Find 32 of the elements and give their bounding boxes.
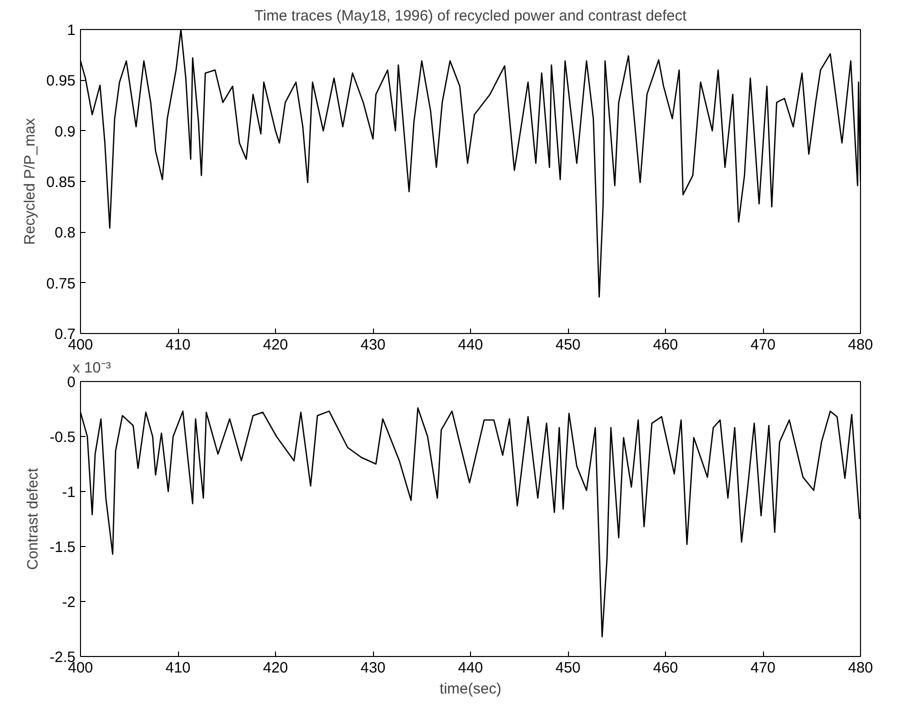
y-tick-label: 0.85 xyxy=(46,174,76,191)
x-tick-label: 460 xyxy=(652,336,678,354)
x-tick-label: 420 xyxy=(262,336,288,354)
x-tick-label: 450 xyxy=(555,336,581,354)
x-tick-label: 440 xyxy=(458,336,484,354)
y-tick-label: 0.75 xyxy=(46,275,76,292)
x-tick-label: 460 xyxy=(652,660,678,676)
x-tick-label: 430 xyxy=(360,660,386,676)
x-axis-title: time(sec) xyxy=(440,680,502,698)
y-axis-title: Recycled P/P_max xyxy=(21,118,38,245)
y-tick-label: -0.5 xyxy=(50,429,76,446)
y-tick-label: -1 xyxy=(62,484,76,501)
y-tick-label: -2 xyxy=(62,594,76,611)
x-tick-label: 480 xyxy=(848,336,874,354)
x-tick-label: 470 xyxy=(750,660,776,676)
x-tick-label: 430 xyxy=(360,336,386,354)
y-tick-label: 0.95 xyxy=(46,72,76,90)
y-tick-label: 1 xyxy=(67,22,76,39)
y-tick-label: 0 xyxy=(67,374,76,391)
y-tick-label: -1.5 xyxy=(50,539,76,556)
y-tick-label: 0.9 xyxy=(54,123,76,140)
chart-title: Time traces (May18, 1996) of recycled power and contrast defect xyxy=(254,8,688,24)
x-tick-label: 450 xyxy=(555,660,581,676)
y-tick-label: 0.8 xyxy=(54,224,76,242)
x-tick-label: 420 xyxy=(262,660,288,676)
x-tick-label: 470 xyxy=(750,336,776,354)
x-tick-label: 440 xyxy=(458,660,484,676)
text: x 10⁻³ xyxy=(72,360,111,376)
y-axis-title: Contrast defect xyxy=(24,467,42,570)
x-tick-label: 410 xyxy=(165,336,191,354)
x-tick-label: 480 xyxy=(848,660,874,676)
x-tick-label: 410 xyxy=(165,660,191,676)
